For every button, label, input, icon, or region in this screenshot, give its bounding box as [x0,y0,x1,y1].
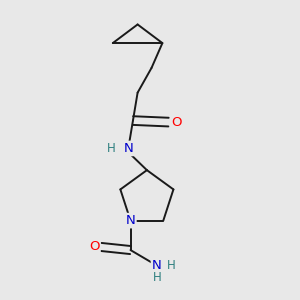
Text: N: N [123,142,133,155]
Text: N: N [126,214,135,227]
Text: H: H [167,259,176,272]
Text: O: O [89,241,100,254]
Text: H: H [107,142,116,155]
Text: N: N [152,259,162,272]
Text: O: O [171,116,181,129]
Text: H: H [152,272,161,284]
